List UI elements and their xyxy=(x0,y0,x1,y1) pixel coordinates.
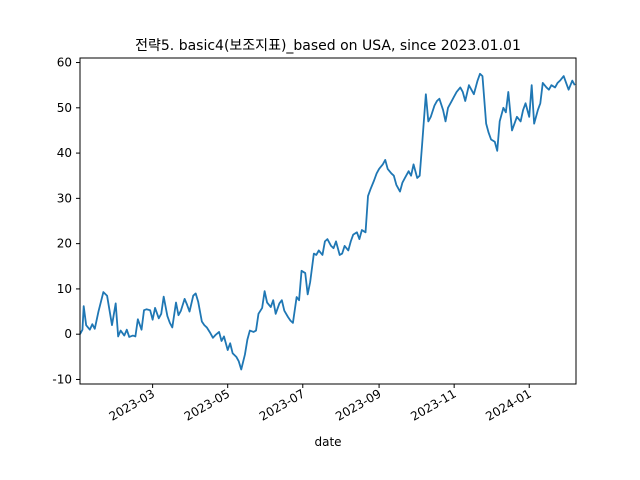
plot-area xyxy=(79,72,576,371)
plot-frame xyxy=(79,57,577,385)
y-axis: -10 0 10 20 30 40 50 60 xyxy=(52,56,80,386)
y-tick-label: 0 xyxy=(64,327,72,341)
y-tick-label: 50 xyxy=(57,101,72,115)
y-tick-label: 20 xyxy=(57,237,72,251)
x-axis-label: date xyxy=(314,435,341,449)
y-tick-label: 60 xyxy=(57,56,72,70)
y-tick-label: 40 xyxy=(57,146,72,160)
y-tick-label: -10 xyxy=(52,372,72,386)
series-line-0 xyxy=(79,72,576,371)
y-tick-label: 30 xyxy=(57,191,72,205)
chart-title: 전략5. basic4(보조지표)_based on USA, since 20… xyxy=(135,38,521,54)
y-tick-label: 10 xyxy=(57,282,72,296)
